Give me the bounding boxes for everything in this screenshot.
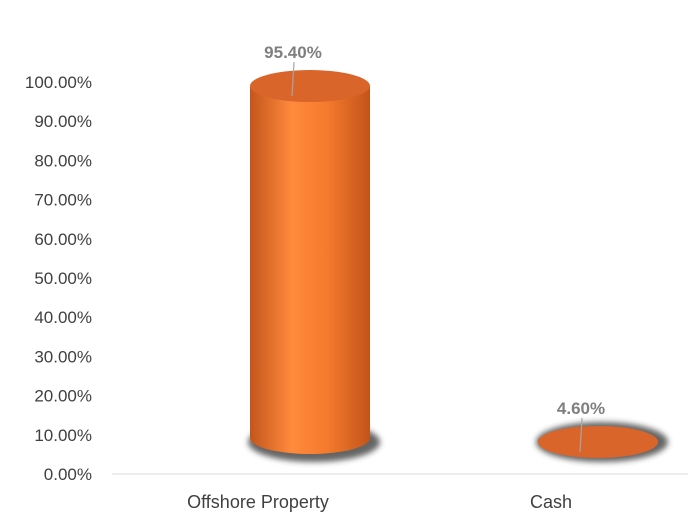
y-tick-label: 40.00%: [34, 308, 92, 327]
x-tick-label: Offshore Property: [187, 492, 329, 512]
y-tick-label: 60.00%: [34, 230, 92, 249]
bar-body: [250, 86, 370, 455]
y-tick-label: 50.00%: [34, 269, 92, 288]
bar-top: [538, 425, 658, 458]
bar: 4.60%: [536, 399, 668, 462]
bars: 95.40% 4.60%: [248, 43, 668, 462]
bar-top: [250, 70, 370, 103]
data-label: 4.60%: [557, 399, 605, 418]
y-axis: 0.00% 10.00% 20.00% 30.00% 40.00% 50.00% 60.00…: [25, 73, 92, 484]
data-label: 95.40%: [264, 43, 322, 62]
x-tick-label: Cash: [530, 492, 572, 512]
x-axis: Offshore Property Cash: [187, 492, 572, 512]
y-tick-label: 10.00%: [34, 426, 92, 445]
y-tick-label: 30.00%: [34, 347, 92, 366]
y-tick-label: 0.00%: [44, 465, 92, 484]
bar: 95.40%: [248, 43, 380, 462]
y-tick-label: 80.00%: [34, 151, 92, 170]
y-tick-label: 20.00%: [34, 387, 92, 406]
y-tick-label: 70.00%: [34, 191, 92, 210]
y-tick-label: 100.00%: [25, 73, 92, 92]
data-label-leader: [579, 417, 583, 453]
data-label-leader: [291, 61, 295, 97]
y-tick-label: 90.00%: [34, 112, 92, 131]
